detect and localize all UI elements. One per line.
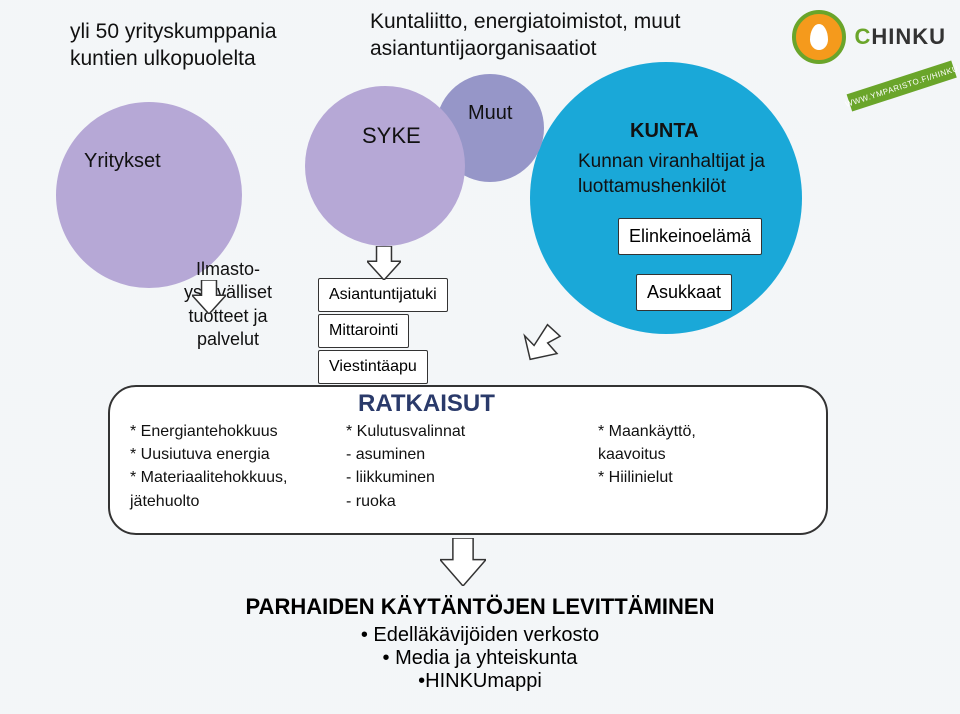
header-right: Kuntaliitto, energiatoimistot, muut asia… — [370, 8, 681, 63]
box-viestintaapu: Viestintäapu — [318, 350, 428, 384]
box-asiantuntijatuki: Asiantuntijatuki — [318, 278, 448, 312]
arrow-yritykset-down — [192, 280, 226, 314]
logo-leaf-icon — [792, 10, 846, 64]
circle-syke — [305, 86, 465, 246]
label-syke: SYKE — [362, 122, 421, 151]
box-elinkeinoelama: Elinkeinoelämä — [618, 218, 762, 255]
ratkaisut-col1: * Energiantehokkuus * Uusiutuva energia … — [130, 420, 287, 513]
hinku-logo: CHINKU — [792, 10, 946, 64]
logo-text: CHINKU — [854, 24, 946, 50]
arrow-ratkaisut-down — [440, 538, 486, 586]
parhaiden-block: PARHAIDEN KÄYTÄNTÖJEN LEVITTÄMINEN • Ede… — [230, 594, 730, 693]
parhaiden-title: PARHAIDEN KÄYTÄNTÖJEN LEVITTÄMINEN — [230, 594, 730, 620]
arrow-kunta-diag — [518, 322, 566, 362]
ratkaisut-title: RATKAISUT — [358, 390, 495, 418]
label-kunta-sub: Kunnan viranhaltijat ja luottamushenkilö… — [578, 150, 765, 199]
logo-prefix: C — [854, 24, 871, 49]
header-left: yli 50 yrityskumppania kuntien ulkopuole… — [70, 18, 277, 73]
label-kunta: KUNTA — [630, 118, 699, 144]
box-asukkaat: Asukkaat — [636, 274, 732, 311]
ratkaisut-col2: * Kulutusvalinnat - asuminen - liikkumin… — [346, 420, 465, 513]
ratkaisut-col3: * Maankäyttö, kaavoitus * Hiilinielut — [598, 420, 696, 490]
logo-rest: HINKU — [871, 24, 946, 49]
parhaiden-line-1: • Media ja yhteiskunta — [230, 647, 730, 670]
parhaiden-line-0: • Edelläkävijöiden verkosto — [230, 624, 730, 647]
box-mittarointi: Mittarointi — [318, 314, 409, 348]
label-yritykset: Yritykset — [84, 148, 161, 174]
arrow-syke-down — [367, 246, 401, 280]
label-muut: Muut — [468, 100, 512, 126]
ilmasto-block: Ilmasto- ystävälliset tuotteet ja palvel… — [168, 258, 288, 352]
parhaiden-line-2: •HINKUmappi — [230, 670, 730, 693]
